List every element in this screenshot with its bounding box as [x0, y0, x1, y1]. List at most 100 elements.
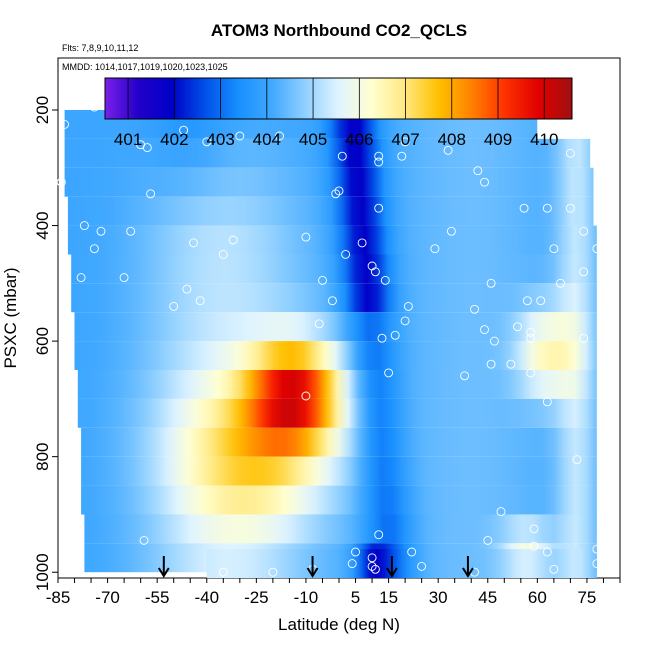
sample-marker	[407, 547, 417, 557]
sample-marker	[483, 535, 493, 545]
sample-marker	[218, 249, 228, 259]
sample-marker	[599, 261, 608, 271]
y-tick-label: 600	[33, 327, 52, 355]
sample-marker	[403, 301, 413, 311]
y-axis: 200 400 600 800 1000	[33, 96, 58, 591]
sample-marker	[460, 371, 470, 381]
sample-marker	[526, 327, 536, 337]
sample-marker	[374, 151, 384, 161]
sample-marker	[542, 397, 552, 407]
sample-marker	[374, 530, 384, 540]
sample-marker	[268, 567, 278, 577]
sample-marker	[189, 238, 198, 248]
y-tick-label: 400	[33, 211, 52, 239]
sample-marker	[522, 296, 532, 306]
sample-marker	[526, 368, 536, 378]
sample-marker	[579, 226, 589, 236]
sample-marker	[301, 391, 311, 401]
sample-marker	[486, 278, 496, 288]
sample-marker	[380, 275, 390, 285]
sample-marker	[327, 296, 337, 306]
sample-marker	[139, 535, 149, 545]
colorbar-ticks: 401 402 403 404 405 406 407 408 409 410	[114, 78, 558, 149]
heatmap-layer-425	[67, 225, 597, 255]
sample-marker	[318, 275, 327, 285]
sample-marker	[70, 535, 79, 545]
sample-marker	[367, 561, 377, 571]
x-axis-label: Latitude (deg N)	[278, 615, 400, 634]
sample-marker	[496, 507, 506, 517]
flight-arrow-head	[462, 567, 474, 578]
sample-marker	[337, 151, 347, 161]
sample-marker	[182, 284, 192, 294]
sample-marker	[370, 267, 380, 277]
flight-arrow-head	[157, 567, 170, 578]
sample-marker	[489, 336, 499, 346]
sample-marker	[526, 333, 536, 343]
sample-marker	[179, 125, 189, 135]
heatmap-layers	[64, 89, 597, 578]
sample-marker	[529, 541, 539, 551]
sample-marker	[89, 244, 99, 254]
sample-marker	[579, 333, 589, 343]
heatmap-layer-475	[71, 254, 597, 284]
sample-marker	[169, 301, 179, 311]
chart-title: ATOM3 Northbound CO2_QCLS	[211, 21, 467, 40]
sample-marker	[367, 553, 377, 563]
sample-marker	[351, 547, 360, 557]
sample-marker	[119, 273, 129, 283]
sample-marker	[470, 304, 479, 314]
sample-marker	[377, 333, 387, 343]
sample-marker	[473, 166, 483, 176]
sample-marker	[334, 186, 344, 196]
x-tick-label: 5	[351, 588, 360, 607]
sample-marker	[446, 226, 456, 236]
sample-marker	[202, 137, 212, 147]
flight-arrow-head	[306, 567, 319, 578]
sample-marker	[400, 316, 410, 326]
sample-marker	[301, 232, 311, 242]
sample-marker	[565, 203, 575, 213]
x-tick-label: -70	[95, 588, 120, 607]
sample-marker	[506, 359, 516, 369]
sample-marker	[549, 564, 559, 574]
x-tick-label: 75	[577, 588, 596, 607]
colorbar-tick-label: 401	[114, 130, 142, 149]
heatmap-layer-725	[77, 398, 597, 428]
sample-marker	[443, 145, 453, 155]
sample-marker	[430, 244, 440, 254]
heatmap-layer-375	[67, 196, 594, 226]
colorbar-tick-label: 403	[206, 130, 234, 149]
sample-marker	[96, 226, 106, 236]
x-tick-label: -85	[46, 588, 71, 607]
sample-marker	[275, 131, 284, 141]
sample-marker	[579, 267, 589, 277]
sample-marker	[228, 235, 238, 245]
sample-marker	[384, 368, 394, 378]
sample-marker	[56, 177, 66, 187]
heatmap-layer-275	[64, 138, 591, 168]
sample-marker	[400, 137, 410, 147]
colorbar-tick-label: 409	[484, 130, 512, 149]
sample-marker	[331, 189, 341, 199]
sample-marker	[126, 226, 136, 236]
heatmap-layer-625	[74, 341, 597, 370]
sample-marker	[536, 296, 546, 306]
sample-marker	[347, 559, 357, 569]
colorbar-tick-label: 407	[391, 130, 419, 149]
y-tick-label: 200	[33, 96, 52, 124]
heatmap-layer-775	[81, 427, 597, 457]
heatmap-layer-525	[71, 283, 597, 313]
sample-marker	[480, 177, 489, 187]
colorbar-tick-label: 405	[299, 130, 327, 149]
colorbar-tick-label: 404	[253, 130, 281, 149]
colorbar-tick-label: 410	[530, 130, 558, 149]
x-axis: -85 -70 -55 -40 -25 -10 5 15 30 45 60 75	[46, 578, 621, 607]
dates-subtitle: MMDD: 1014,1017,1019,1020,1023,1025	[62, 62, 228, 72]
sample-marker	[599, 275, 608, 285]
sample-marker	[235, 131, 245, 141]
sample-marker	[374, 157, 384, 167]
x-tick-label: 45	[478, 588, 497, 607]
x-tick-label: 30	[429, 588, 448, 607]
